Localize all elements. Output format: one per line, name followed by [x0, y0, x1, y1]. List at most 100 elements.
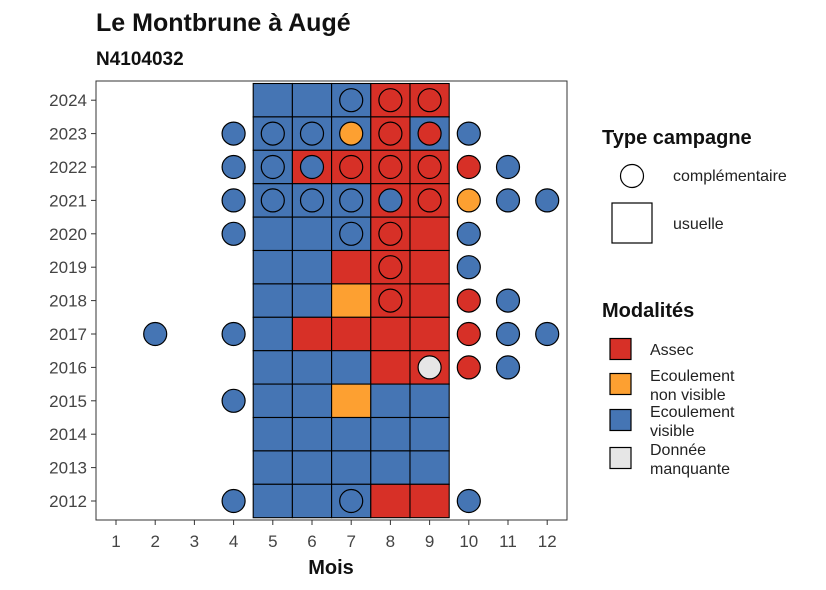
tile-usuelle-2012-6 [291, 483, 333, 519]
point-complementaire-2021-4 [221, 188, 246, 213]
tile-usuelle-2014-9 [409, 416, 450, 452]
point-complementaire-2015-4 [221, 388, 246, 413]
x-tick-label: 1 [111, 532, 120, 551]
legend-label-N-line1: Ecoulement [650, 368, 735, 385]
point-complementaire-2024-8 [378, 88, 403, 113]
point-complementaire-2019-8 [378, 255, 403, 280]
y-tick-label: 2012 [49, 492, 87, 511]
tile-usuelle-2019-6 [291, 249, 333, 285]
y-tick-label: 2021 [49, 191, 87, 210]
point-complementaire-2017-2 [143, 321, 168, 347]
x-axis-title: Mois [308, 557, 354, 579]
legend-label-V-line2: visible [650, 423, 695, 440]
tile-usuelle-2017-9 [409, 316, 450, 352]
point-complementaire-2023-9 [417, 121, 442, 146]
point-complementaire-2018-11 [495, 288, 521, 313]
x-tick-label: 12 [538, 532, 557, 551]
tile-usuelle-2015-9 [409, 383, 450, 419]
tile-usuelle-2020-6 [291, 216, 333, 252]
point-complementaire-2016-11 [495, 355, 521, 380]
tile-usuelle-2017-5 [252, 316, 293, 352]
chart-title: Le Montbrune à Augé [96, 9, 351, 37]
y-tick-label: 2019 [49, 258, 87, 277]
point-complementaire-2021-10 [456, 188, 481, 213]
point-complementaire-2021-12 [535, 188, 560, 213]
tile-usuelle-2017-7 [331, 316, 372, 352]
y-tick-label: 2022 [49, 158, 87, 177]
point-complementaire-2017-10 [456, 321, 481, 347]
tile-usuelle-2014-5 [252, 416, 293, 452]
plot-area: 1 2 3 4 5 6 7 8 9 10 11 122012201320142015201620172… [49, 80, 568, 551]
point-complementaire-2023-5 [260, 121, 285, 146]
tile-usuelle-2015-6 [291, 383, 333, 419]
legend-fill-title: Modalités [602, 300, 694, 322]
tile-usuelle-2013-5 [252, 450, 293, 485]
legend-key-square [611, 202, 653, 244]
legend-key-A [609, 337, 632, 361]
point-complementaire-2016-10 [456, 355, 481, 380]
x-tick-label: 7 [346, 532, 355, 551]
point-complementaire-2022-4 [221, 154, 246, 180]
tile-usuelle-2024-5 [252, 82, 293, 118]
chart-subtitle: N4104032 [96, 49, 184, 70]
tile-usuelle-2015-5 [252, 383, 293, 419]
x-tick-label: 9 [425, 532, 434, 551]
tile-usuelle-2014-6 [291, 416, 333, 452]
point-complementaire-2022-11 [495, 154, 521, 180]
tile-usuelle-2013-7 [331, 450, 372, 485]
x-tick-label: 4 [229, 532, 238, 551]
point-complementaire-2022-7 [339, 154, 364, 180]
point-complementaire-2017-11 [495, 321, 521, 347]
tile-usuelle-2012-8 [370, 483, 411, 519]
x-tick-label: 3 [190, 532, 199, 551]
legend-key-N [609, 372, 632, 396]
tile-usuelle-2018-9 [409, 283, 450, 318]
tile-usuelle-2018-6 [291, 283, 333, 318]
tile-usuelle-2016-8 [370, 350, 411, 385]
point-complementaire-2024-7 [339, 88, 364, 113]
legend-key-circle [619, 163, 645, 189]
point-complementaire-2023-8 [378, 121, 403, 146]
point-complementaire-2020-4 [221, 221, 246, 246]
point-complementaire-2020-7 [339, 221, 364, 246]
tile-usuelle-2014-7 [331, 416, 372, 452]
point-complementaire-2021-9 [417, 188, 442, 213]
legend-key-V [609, 408, 632, 432]
y-tick-label: 2024 [49, 91, 87, 110]
legend-label-usuelle: usuelle [673, 216, 724, 233]
tile-usuelle-2012-5 [252, 483, 293, 519]
point-complementaire-2020-8 [378, 221, 403, 246]
point-complementaire-2022-8 [378, 154, 403, 180]
x-tick-label: 11 [499, 532, 517, 551]
legend-label-M-line2: manquante [650, 461, 730, 478]
legend-shape-title: Type campagne [602, 127, 752, 149]
point-complementaire-2021-5 [260, 188, 285, 213]
tile-usuelle-2018-7 [331, 283, 372, 318]
legend-label-V-line1: Ecoulement [650, 404, 735, 421]
tile-usuelle-2013-6 [291, 450, 333, 485]
x-tick-label: 10 [459, 532, 478, 551]
y-tick-label: 2017 [49, 325, 87, 344]
y-tick-label: 2016 [49, 358, 87, 377]
y-tick-label: 2018 [49, 292, 87, 311]
point-complementaire-2017-12 [535, 321, 560, 347]
tile-usuelle-2019-9 [409, 249, 450, 285]
point-complementaire-2023-4 [221, 121, 246, 146]
point-complementaire-2022-10 [456, 154, 481, 180]
y-tick-label: 2014 [49, 425, 87, 444]
point-complementaire-2024-9 [417, 88, 442, 113]
y-tick-label: 2020 [49, 225, 87, 244]
tile-usuelle-2017-6 [291, 316, 333, 352]
tile-usuelle-2024-6 [291, 82, 333, 118]
tile-usuelle-2015-8 [370, 383, 411, 419]
tile-usuelle-2016-7 [331, 350, 372, 385]
y-tick-label: 2013 [49, 459, 87, 478]
point-complementaire-2022-5 [260, 154, 285, 180]
point-complementaire-2021-7 [339, 188, 364, 213]
legend-type-campagne: Type campagne complémentaire usuelle [602, 127, 787, 244]
legend-label-M-line1: Donnée [650, 442, 706, 459]
tile-usuelle-2016-6 [291, 350, 333, 385]
x-tick-label: 5 [268, 532, 277, 551]
